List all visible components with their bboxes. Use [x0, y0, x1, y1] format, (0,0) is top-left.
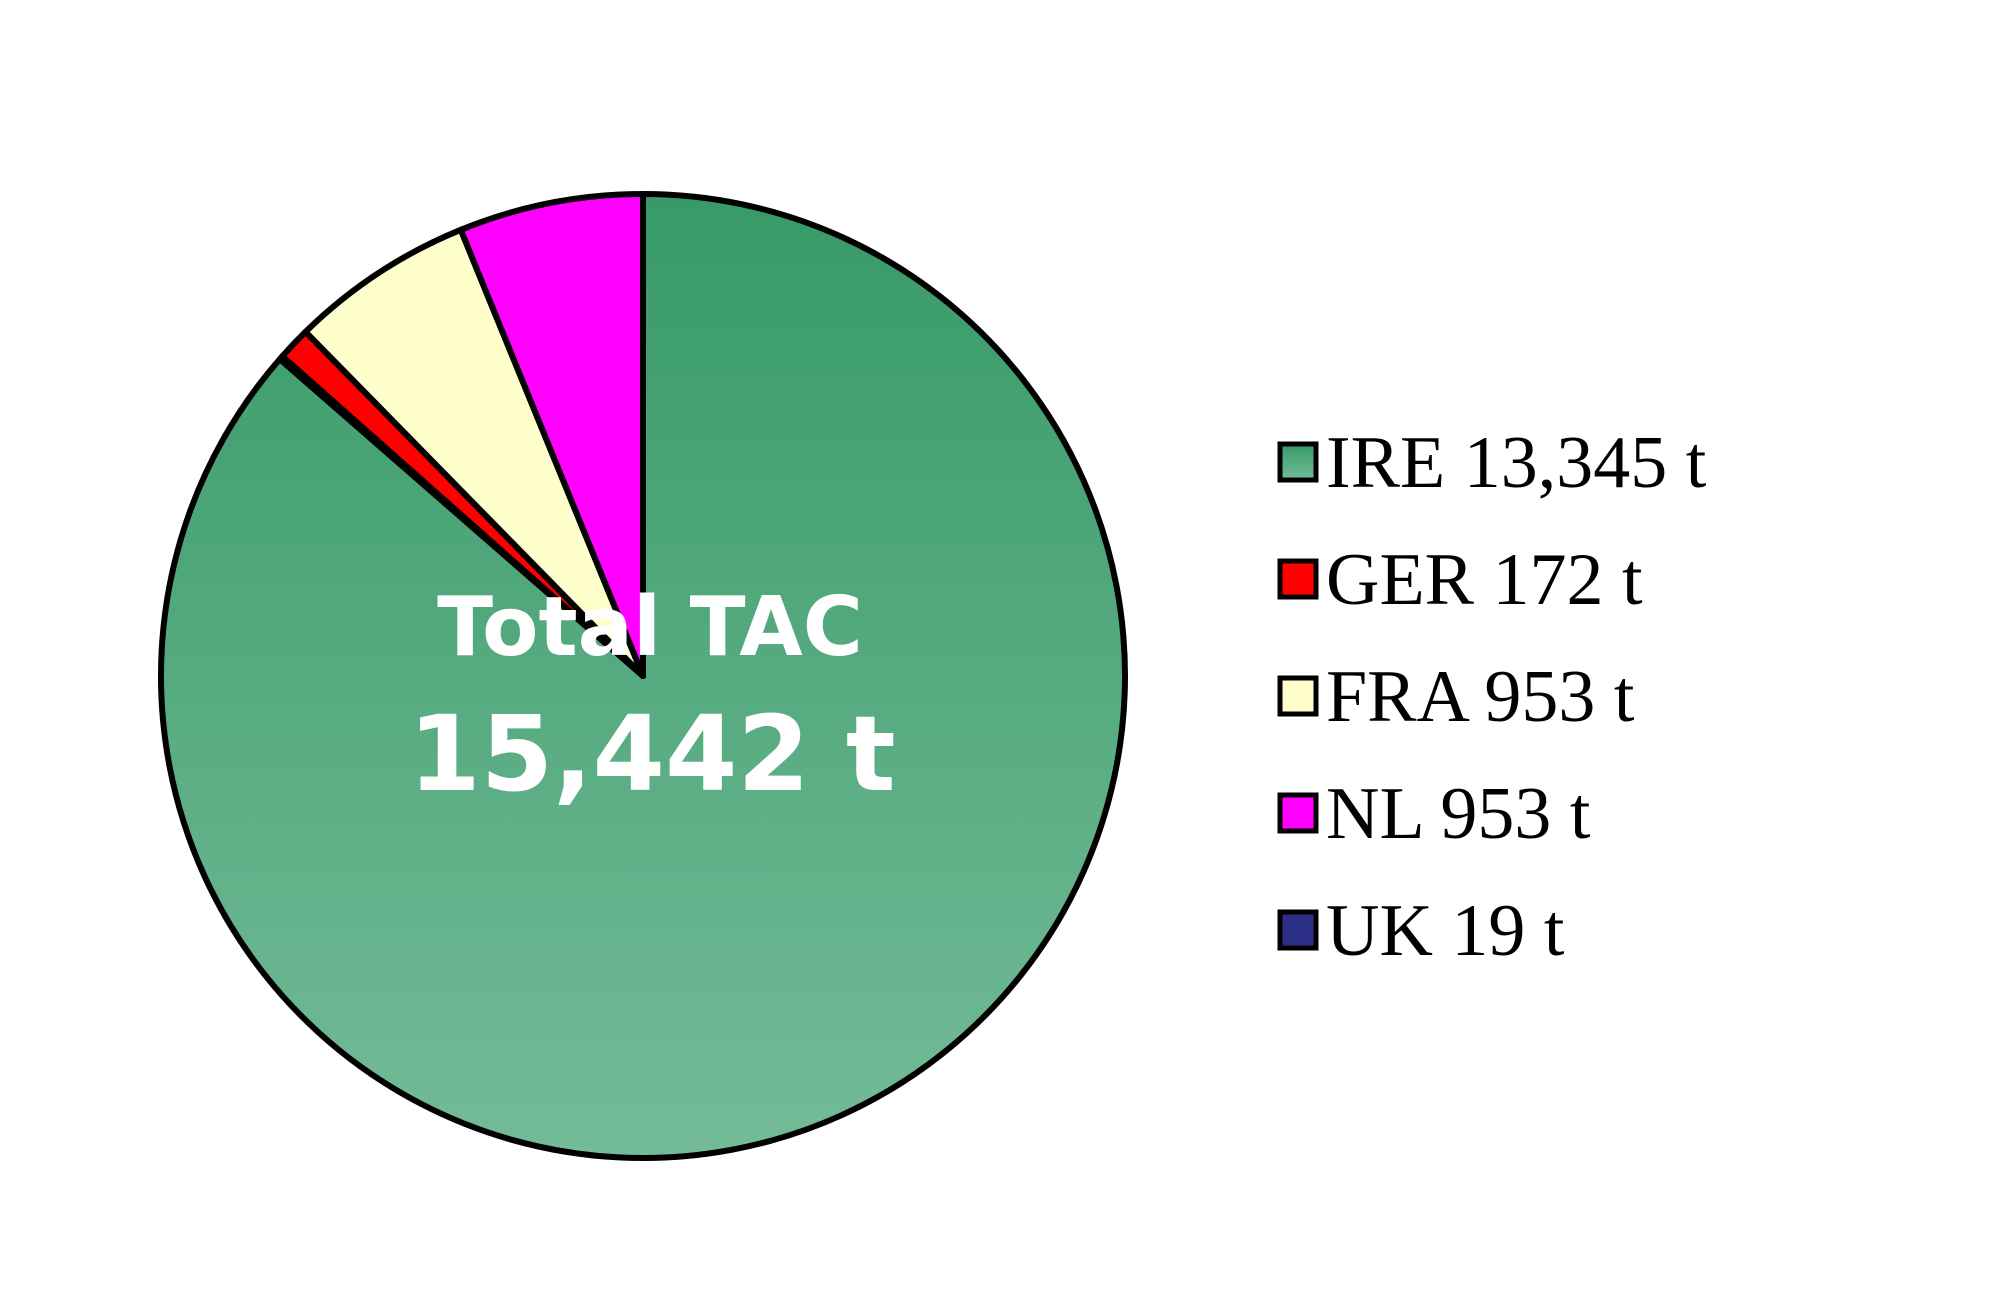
- legend-item-ire: IRE 13,345 t: [1277, 422, 1707, 504]
- pie-slice-fra: [302, 226, 646, 679]
- legend-label-ger: GER 172 t: [1326, 539, 1643, 621]
- center-label-line2: 15,442 t: [408, 693, 895, 815]
- pie-slices: [158, 191, 1128, 1161]
- legend-item-fra: FRA 953 t: [1277, 656, 1635, 738]
- legend-label-uk: UK 19 t: [1326, 890, 1565, 972]
- legend-swatch-ger: [1277, 558, 1319, 600]
- legend-swatch-ire: [1277, 441, 1319, 483]
- legend-item-ger: GER 172 t: [1277, 539, 1643, 621]
- legend-swatch-fra: [1277, 675, 1319, 717]
- legend-swatch-nl: [1277, 792, 1319, 834]
- legend: IRE 13,345 t GER 172 t FRA 953 t NL 953 t UK…: [1277, 422, 1707, 972]
- legend-label-ire: IRE 13,345 t: [1326, 422, 1707, 504]
- center-label: Total TAC 15,442 t: [408, 580, 895, 815]
- legend-item-nl: NL 953 t: [1277, 773, 1591, 855]
- legend-label-fra: FRA 953 t: [1326, 656, 1635, 738]
- legend-item-uk: UK 19 t: [1277, 890, 1565, 972]
- legend-swatch-uk: [1277, 909, 1319, 951]
- center-label-line1: Total TAC: [437, 580, 863, 675]
- pie-slice-nl: [457, 191, 646, 679]
- legend-label-nl: NL 953 t: [1326, 773, 1591, 855]
